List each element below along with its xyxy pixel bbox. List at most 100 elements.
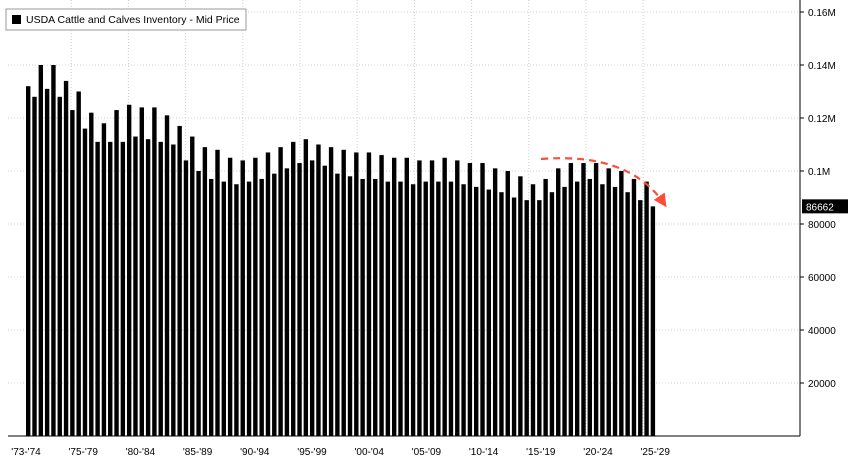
bar [202,147,208,436]
bar [562,186,567,436]
bar [619,171,624,436]
x-tick-label: '90-'94 [240,447,270,458]
bar [253,157,258,436]
legend-swatch [12,15,21,24]
bar [196,171,201,436]
bar [492,168,498,436]
bar [543,178,548,436]
bar [303,139,309,436]
x-tick-label: '10-'14 [469,447,499,458]
bar [379,155,384,436]
bar [556,168,561,436]
bar [227,157,233,436]
bar [234,184,239,436]
bar [335,173,340,436]
bar [587,178,592,436]
x-tick-label: '15-'19 [526,447,556,458]
bar [474,186,479,436]
bar [530,184,536,436]
bar [625,192,630,436]
x-tick-label: '75-'79 [68,447,98,458]
bar [373,178,378,436]
bar [246,181,252,436]
bar [448,181,454,436]
bar [89,112,94,436]
bar [322,165,327,436]
bar [549,192,555,436]
bar [455,160,460,436]
bar [164,115,170,436]
bar [518,176,523,437]
y-tick-label: 80000 [808,220,836,231]
bar [240,160,245,436]
bar [574,181,580,436]
bar [360,178,365,436]
y-tick-label: 20000 [808,379,836,390]
bar [499,192,504,436]
x-tick-label: '05-'09 [412,447,442,458]
bars-layer [26,65,656,437]
bar [391,157,397,436]
bar [309,160,315,436]
bar [126,104,132,436]
bar [70,110,75,437]
bar [291,141,296,436]
bar [215,149,220,437]
bar [581,163,586,437]
bar [612,186,618,436]
bar [606,168,611,436]
bar [51,65,56,436]
x-tick-label: '95-'99 [297,447,327,458]
bar [600,184,605,436]
bar [410,184,416,436]
bar [486,189,492,436]
bar [44,88,50,436]
bar [152,107,157,437]
bar [461,184,466,436]
bar [316,144,321,436]
y-tick-label: 0.14M [808,61,836,72]
bar [480,163,485,437]
bar [32,96,37,437]
bar [297,163,302,437]
y-tick-label: 40000 [808,326,836,337]
trend-arrow [540,157,667,208]
bar [328,147,334,436]
bar [183,160,189,436]
y-tick-label: 0.16M [808,8,836,19]
last-value-label: 86662 [806,202,834,213]
bar [347,176,353,437]
bar [442,157,447,436]
bar [593,163,599,437]
bar [82,128,88,436]
bar [511,197,517,436]
bar [467,163,473,437]
bar [568,163,574,437]
y-tick-label: 0.1M [808,167,830,178]
y-tick-label: 60000 [808,273,836,284]
bar [341,149,346,437]
bar [76,91,81,436]
bar [436,181,441,436]
bar [638,200,643,436]
bar [354,152,359,436]
bar [259,178,264,436]
bar [398,181,403,436]
bar [108,141,113,436]
bar [404,157,409,436]
y-tick-label: 0.12M [808,114,836,125]
bar [139,107,144,437]
bar [158,141,163,436]
bar [423,181,428,436]
bar [644,181,649,436]
x-tick-label: '20-'24 [583,447,613,458]
bar [385,181,391,436]
annotation-layer [540,157,667,208]
bar [190,136,195,437]
bar [177,125,182,436]
bar [284,168,290,436]
legend-label: USDA Cattle and Calves Inventory - Mid P… [26,14,240,26]
bar [524,200,529,436]
